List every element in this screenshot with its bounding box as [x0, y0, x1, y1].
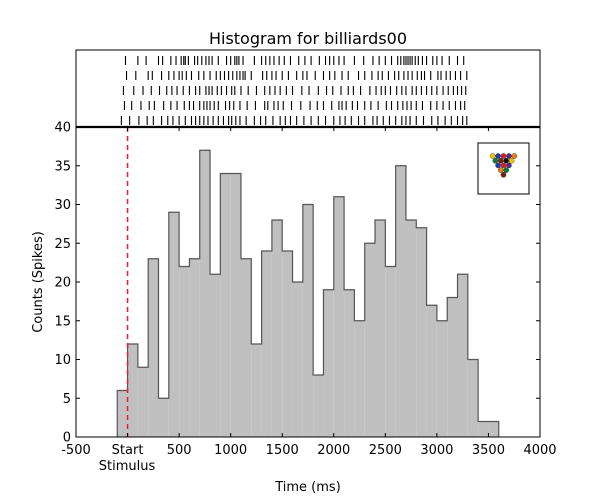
histogram-bar: [457, 274, 468, 437]
x-tick-label: 3000: [420, 443, 453, 458]
billiard-ball: [508, 157, 515, 164]
x-tick-label: 1500: [266, 443, 299, 458]
billiard-ball: [506, 153, 512, 159]
histogram-bar: [395, 165, 406, 437]
histogram-bar: [478, 421, 489, 437]
histogram-bar: [426, 305, 437, 437]
billiard-ball: [489, 153, 496, 159]
billiard-ball: [500, 171, 507, 178]
billiard-ball: [495, 153, 501, 159]
x-tick-label: 4000: [523, 443, 556, 458]
histogram-bar: [385, 266, 396, 437]
billiard-ball: [503, 157, 510, 164]
y-tick-label: 40: [54, 121, 71, 136]
histogram-bar: [271, 220, 283, 437]
histogram-bar: [375, 220, 386, 437]
y-tick-label: 25: [54, 237, 71, 252]
y-tick-label: 20: [54, 276, 71, 291]
histogram-bar: [488, 421, 499, 437]
y-axis: 0 5 10 15 20 25 30 35 40: [54, 121, 540, 446]
histogram-bar: [467, 359, 479, 437]
histogram-bar: [230, 173, 241, 437]
histogram-bar: [333, 196, 345, 437]
x-tick-label: 3500: [472, 443, 505, 458]
histogram-outline: [116, 149, 500, 437]
histogram-bar: [436, 320, 448, 437]
histogram-bar: [261, 251, 272, 437]
histogram-bar: [210, 274, 221, 437]
billiard-ball: [497, 167, 504, 173]
histogram-bar: [127, 344, 138, 437]
histogram-bar: [158, 398, 169, 437]
billiard-ball: [503, 167, 510, 173]
x-tick-label: 500: [167, 443, 192, 458]
x-tick-label: 1000: [214, 443, 247, 458]
histogram-bar: [189, 258, 200, 437]
histogram-bar: [220, 173, 231, 437]
billiard-ball: [511, 153, 518, 159]
histogram-bar: [323, 289, 334, 437]
histogram-bar: [416, 227, 427, 437]
billiard-balls-triangle-icon: [477, 142, 530, 195]
histogram-bar: [179, 266, 190, 437]
histogram-bar: [251, 344, 262, 437]
histogram-bar: [354, 320, 365, 437]
y-tick-label: 0: [63, 431, 71, 446]
histogram-bar: [168, 212, 180, 437]
raster-ticks: [120, 56, 468, 125]
y-tick-label: 35: [54, 159, 71, 174]
x-tick-label: -500: [61, 443, 91, 458]
x-axis: -500 Start 500 1000 1500 2000 2500 3000 3500 4000: [61, 127, 557, 458]
histogram-bar: [313, 375, 324, 437]
histogram-bar: [148, 258, 159, 437]
histogram-bar: [447, 297, 458, 437]
histogram-bar: [137, 367, 149, 437]
histogram-bar: [117, 390, 128, 437]
billiard-ball: [506, 162, 512, 169]
y-tick-label: 10: [54, 353, 71, 368]
histogram-bar: [405, 220, 417, 437]
billiard-ball: [500, 153, 507, 159]
x-axis-label: Time (ms): [274, 480, 341, 495]
billiard-ball: [495, 162, 501, 169]
histogram-bar: [199, 150, 211, 437]
y-axis-label: Counts (Spikes): [31, 231, 46, 333]
billiard-ball: [497, 157, 504, 164]
x-tick-label: Start: [112, 443, 144, 458]
histogram-bar: [240, 258, 252, 437]
x-tick-label: 2500: [369, 443, 402, 458]
raster-panel: [75, 49, 541, 128]
y-tick-label: 5: [63, 392, 71, 407]
y-tick-label: 15: [54, 314, 71, 329]
x-tick-label: 2000: [317, 443, 350, 458]
billiard-ball: [500, 162, 507, 169]
histogram-bar: [344, 289, 355, 437]
histogram-bar: [282, 251, 293, 437]
y-tick-label: 30: [54, 198, 71, 213]
x-tick-sublabel-stimulus: Stimulus: [99, 459, 156, 474]
histogram-bars: [116, 149, 500, 437]
histogram-bar: [302, 204, 314, 437]
histogram-bar: [292, 282, 303, 437]
billiard-ball: [492, 157, 499, 164]
histogram-bar: [364, 243, 376, 437]
chart-title: Histogram for billiards00: [209, 29, 407, 48]
